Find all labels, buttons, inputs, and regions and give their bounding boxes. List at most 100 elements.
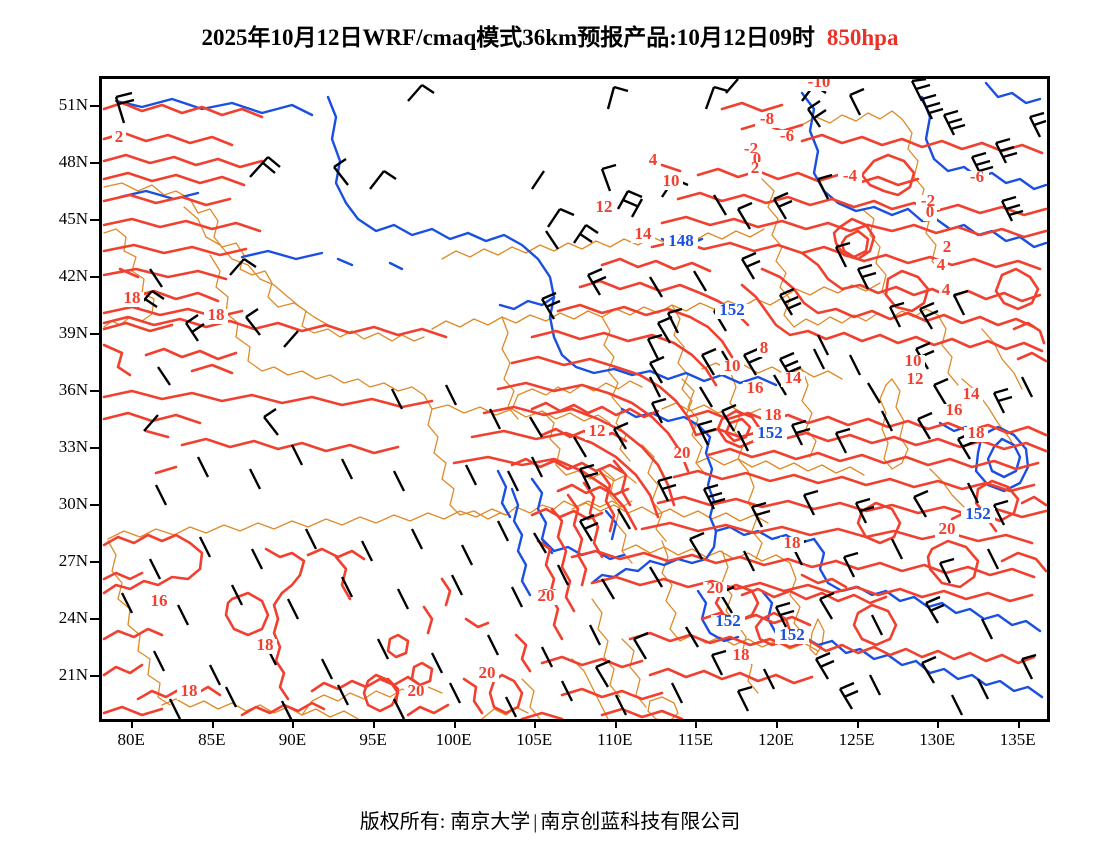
y-tick-label-48N: 48N	[58, 151, 88, 171]
isotherm-label-37: 20	[674, 443, 691, 462]
y-tick-label-27N: 27N	[58, 550, 88, 570]
isotherm-label-21: 0	[926, 202, 935, 221]
y-tick-39N	[90, 332, 99, 335]
isotherm-label-halo	[923, 206, 937, 221]
isotherm-label-halo	[935, 523, 959, 538]
isotherm-label-33: 14	[963, 384, 981, 403]
y-tick-30N	[90, 503, 99, 506]
y-tick-label-45N: 45N	[58, 208, 88, 228]
isotherm-label-halo	[475, 667, 499, 682]
x-tick-label-130E: 130E	[919, 730, 956, 749]
x-tick-125E	[856, 719, 859, 728]
y-tick-51N	[90, 104, 99, 107]
height-label-0: 148	[668, 231, 694, 250]
isotherm-label-halo	[112, 131, 126, 146]
isotherm-label-halo	[964, 427, 988, 442]
company-text: 南京创蓝科技有限公司	[540, 811, 741, 833]
isotherm-label-32: 12	[907, 369, 924, 388]
isotherm-label-halo	[942, 404, 966, 419]
y-tick-21N	[90, 674, 99, 677]
isotherm-label-6: 20	[408, 681, 425, 700]
isotherm-label-halo	[761, 409, 785, 424]
isotherm-label-halo	[253, 639, 277, 654]
isotherm-label-38: 20	[707, 578, 724, 597]
copyright-text: 版权所有: 南京大学	[359, 811, 531, 833]
isotherm-label-26: 8	[760, 338, 769, 357]
height-label-5: 152	[779, 625, 805, 644]
isotherm-label-35: 18	[968, 423, 985, 442]
isotherm-label-0: 2	[115, 127, 124, 146]
isotherm-label-halo	[781, 372, 805, 387]
y-tick-label-39N: 39N	[58, 322, 88, 342]
x-tick-120E	[775, 719, 778, 728]
height-label-halo	[753, 427, 787, 442]
weather-map-plot: 218181618182020201214410-8-6-202-10-4-20…	[99, 76, 1050, 722]
isotherm-label-34: 16	[946, 400, 963, 419]
isotherm-label-halo	[585, 425, 609, 440]
x-tick-135E	[1017, 719, 1020, 728]
temperature-isotherm-layer	[102, 101, 1047, 719]
y-tick-label-24N: 24N	[58, 607, 88, 627]
isotherm-label-16: 0	[753, 149, 762, 168]
height-label-2: 152	[757, 423, 783, 442]
y-tick-27N	[90, 560, 99, 563]
x-tick-label-95E: 95E	[359, 730, 387, 749]
height-label-1: 152	[719, 300, 745, 319]
x-tick-label-125E: 125E	[838, 730, 875, 749]
y-tick-label-42N: 42N	[58, 265, 88, 285]
height-label-4: 152	[715, 611, 741, 630]
isotherm-label-halo	[631, 228, 655, 243]
x-tick-95E	[373, 719, 376, 728]
isotherm-label-halo	[748, 162, 762, 177]
isotherm-label-layer: 218181618182020201214410-8-6-202-10-4-20…	[112, 79, 989, 700]
isotherm-label-halo	[940, 241, 954, 256]
isotherm-label-halo	[901, 355, 925, 370]
x-tick-label-110E: 110E	[597, 730, 633, 749]
y-tick-label-33N: 33N	[58, 436, 88, 456]
isotherm-label-23: 2	[943, 237, 952, 256]
title-pressure-level: 850hpa	[826, 25, 899, 50]
chart-title: 2025年10月12日WRF/cmaq模式36km预报产品:10月12日09时 8…	[0, 18, 1100, 52]
isotherm-label-halo	[755, 113, 779, 128]
y-tick-label-21N: 21N	[58, 664, 88, 684]
isotherm-label-halo	[757, 342, 771, 357]
isotherm-label-halo	[743, 382, 767, 397]
x-tick-label-100E: 100E	[435, 730, 472, 749]
y-tick-label-51N: 51N	[58, 94, 88, 114]
isotherm-label-halo	[903, 373, 927, 388]
height-label-halo	[775, 629, 809, 644]
x-tick-110E	[614, 719, 617, 728]
isotherm-label-40: 18	[784, 533, 801, 552]
isotherm-label-halo	[120, 292, 144, 307]
y-tick-42N	[90, 275, 99, 278]
isotherm-label-29: 16	[747, 378, 764, 397]
copyright-footer: 版权所有: 南京大学 | 南京创蓝科技有限公司	[0, 805, 1100, 834]
title-main-text: 2025年10月12日WRF/cmaq模式36km预报产品:10月12日09时	[201, 25, 815, 50]
isotherm-label-1: 18	[208, 305, 225, 324]
x-tick-label-90E: 90E	[278, 730, 307, 749]
height-label-3: 152	[965, 504, 991, 523]
x-tick-label-80E: 80E	[117, 730, 145, 749]
y-tick-label-30N: 30N	[58, 493, 88, 513]
isotherm-label-2: 18	[124, 288, 141, 307]
x-tick-label-85E: 85E	[198, 730, 226, 749]
isotherm-label-halo	[703, 582, 727, 597]
isotherm-label-10: 14	[635, 224, 653, 243]
isotherm-label-7: 20	[479, 663, 496, 682]
isotherm-label-halo	[534, 590, 558, 605]
x-tick-label-120E: 120E	[758, 730, 794, 749]
height-label-halo	[961, 508, 995, 523]
isotherm-label-14: -6	[780, 126, 794, 145]
x-tick-label-135E: 135E	[999, 730, 1036, 749]
isotherm-label-4: 18	[257, 635, 274, 654]
isotherm-label-halo	[775, 130, 799, 145]
x-tick-115E	[695, 719, 698, 728]
y-tick-33N	[90, 446, 99, 449]
wind-barbs-layer	[114, 79, 1047, 719]
y-tick-36N	[90, 389, 99, 392]
isotherm-label-halo	[939, 284, 953, 299]
isotherm-label-halo	[965, 171, 989, 186]
isotherm-label-halo	[147, 595, 171, 610]
x-tick-label-105E: 105E	[516, 730, 553, 749]
isotherm-label-13: -8	[760, 109, 774, 128]
